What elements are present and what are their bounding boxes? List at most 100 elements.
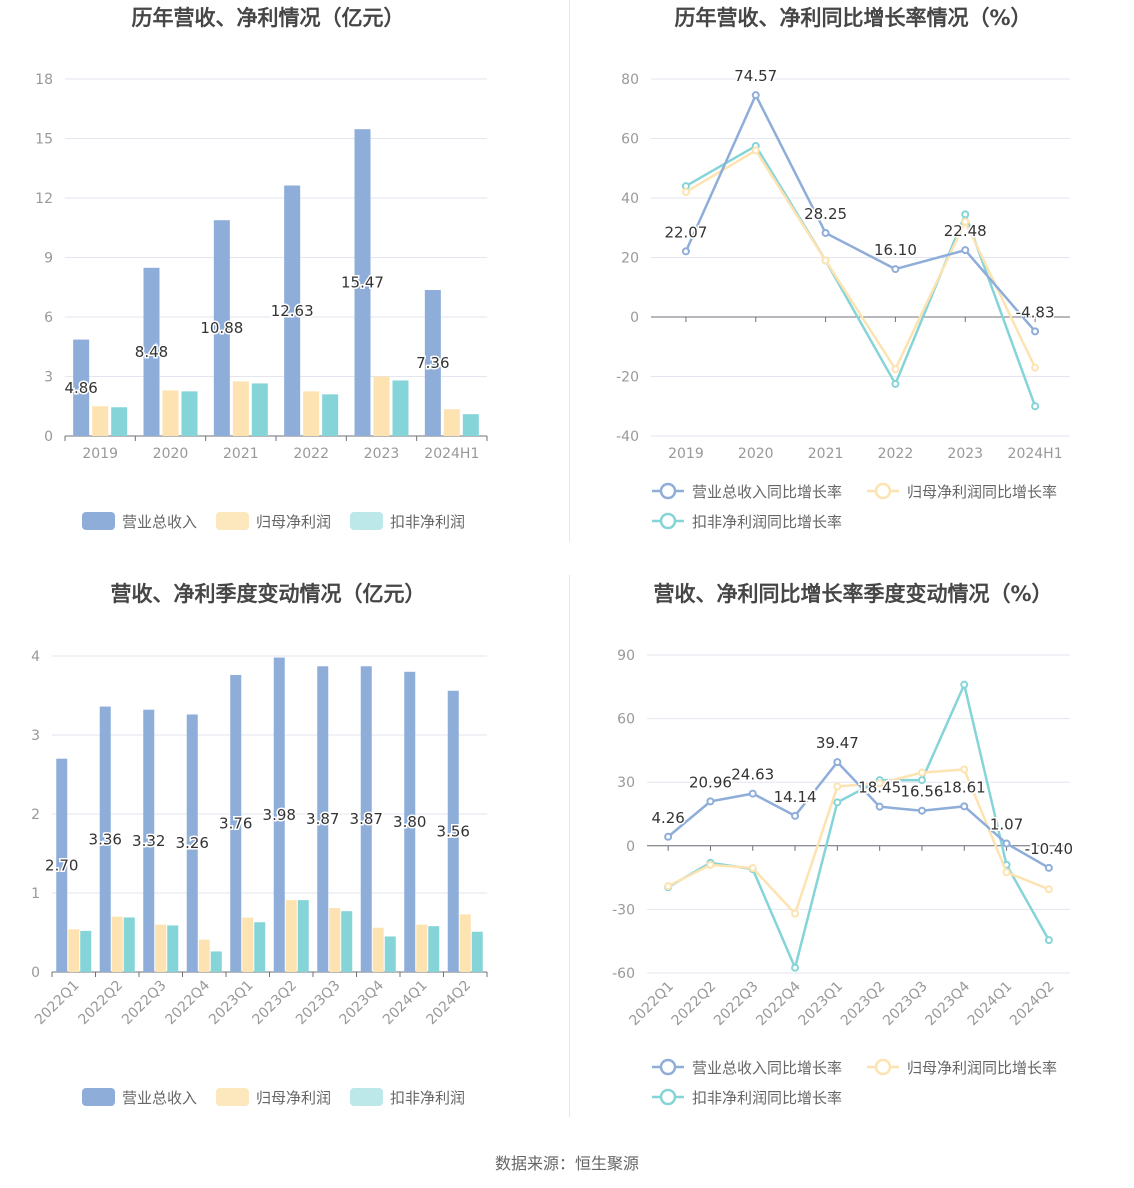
annual-growth-point-deducted-profit — [961, 210, 970, 219]
quarterly-amount-category-label: 2023Q4 — [336, 977, 387, 1028]
quarterly-growth-category-label: 2023Q4 — [922, 978, 973, 1029]
quarterly-amount-data-label: 3.26 — [176, 834, 209, 852]
annual-amount-ytick-label: 12 — [35, 191, 53, 207]
quarterly-amount-legend-label: 营业总收入 — [122, 1089, 197, 1107]
annual-amount-data-label: 7.36 — [416, 354, 449, 372]
annual-amount-ytick-label: 6 — [44, 310, 53, 326]
quarterly-growth-category-label: 2022Q1 — [626, 979, 677, 1030]
annual-amount-legend-label: 营业总收入 — [122, 513, 197, 531]
quarterly-growth-point-deducted-profit — [833, 798, 842, 807]
quarterly-growth-ytick-label: 60 — [617, 712, 635, 728]
annual-amount-category-label: 2020 — [153, 446, 189, 462]
annual-amount-title: 历年营收、净利情况（亿元） — [132, 6, 405, 30]
annual-growth-legend-marker — [659, 512, 677, 530]
annual-growth-point-revenue — [751, 91, 760, 100]
quarterly-growth-point-net-profit — [1044, 885, 1053, 894]
annual-growth-legend-label: 营业总收入同比增长率 — [692, 483, 842, 501]
annual-growth-point-net-profit — [681, 188, 690, 197]
quarterly-amount-bar-net-profit — [372, 927, 384, 972]
quarterly-amount-bar-net-profit — [242, 917, 254, 972]
annual-amount-data-label: 10.88 — [200, 319, 243, 337]
quarterly-amount-legend-label: 归母净利润 — [256, 1089, 331, 1107]
quarterly-amount-bar-deducted-profit — [471, 931, 483, 972]
quarterly-growth-ytick-label: -30 — [612, 902, 635, 918]
annual-amount-category-label: 2022 — [293, 446, 329, 462]
annual-amount-bar-deducted-profit — [181, 391, 198, 436]
quarterly-growth-ytick-label: 90 — [617, 648, 635, 664]
quarterly-growth-legend-label: 营业总收入同比增长率 — [692, 1059, 842, 1077]
quarterly-amount-bar-deducted-profit — [428, 926, 440, 972]
annual-amount-legend-label: 归母净利润 — [256, 513, 331, 531]
annual-amount-ytick-label: 0 — [44, 429, 53, 445]
annual-amount-category-label: 2019 — [82, 446, 118, 462]
annual-growth-legend-marker — [874, 482, 892, 500]
quarterly-amount-bar-revenue — [273, 657, 285, 972]
annual-growth-category-label: 2021 — [808, 446, 844, 462]
quarterly-growth-data-label: 4.26 — [651, 809, 684, 827]
quarterly-growth-point-revenue — [1044, 863, 1053, 872]
quarterly-growth-point-net-profit — [748, 864, 757, 873]
quarterly-amount-bar-deducted-profit — [384, 936, 396, 972]
quarterly-growth-point-deducted-profit — [917, 776, 926, 785]
annual-amount-ytick-label: 3 — [44, 370, 53, 386]
quarterly-amount-bar-net-profit — [198, 939, 210, 972]
annual-growth-data-label: -4.83 — [1016, 303, 1055, 321]
annual-growth-ytick-label: 0 — [630, 310, 639, 326]
quarterly-amount-data-label: 3.98 — [263, 806, 296, 824]
quarterly-growth-data-label: 20.96 — [689, 773, 732, 791]
quarterly-growth-data-label: 14.14 — [774, 788, 817, 806]
annual-growth-point-deducted-profit — [891, 379, 900, 388]
annual-amount-bar-revenue — [284, 185, 301, 436]
panel-divider-bottom — [569, 575, 570, 1117]
quarterly-amount-data-label: 3.32 — [132, 832, 165, 850]
annual-growth-line-net-profit — [685, 148, 1037, 372]
quarterly-amount-legend-swatch — [216, 1088, 249, 1106]
quarterly-amount-legend-label: 扣非净利润 — [390, 1089, 465, 1107]
annual-growth-legend-label: 归母净利润同比增长率 — [907, 483, 1057, 501]
annual-amount-bar-net-profit — [232, 381, 249, 436]
quarterly-growth-category-label: 2024Q2 — [1007, 979, 1058, 1030]
annual-amount-bar-revenue — [73, 339, 90, 436]
annual-amount-bar-net-profit — [373, 376, 390, 436]
quarterly-amount-category-label: 2024Q1 — [380, 978, 431, 1029]
quarterly-growth-point-revenue — [875, 802, 884, 811]
annual-growth-point-net-profit — [891, 365, 900, 374]
quarterly-growth-point-revenue — [706, 797, 715, 806]
quarterly-amount-data-label: 3.87 — [306, 810, 339, 828]
annual-amount-category-label: 2024H1 — [424, 446, 479, 462]
quarterly-growth-chart: 营收、净利同比增长率季度变动情况（%）-60-3003060902022Q120… — [612, 582, 1074, 1107]
quarterly-growth-legend-marker — [874, 1058, 892, 1076]
annual-growth-title: 历年营收、净利同比增长率情况（%） — [674, 6, 1031, 30]
annual-growth-ytick-label: 60 — [621, 132, 639, 148]
annual-amount-legend-swatch — [350, 512, 383, 530]
quarterly-amount-ytick-label: 2 — [31, 807, 40, 823]
quarterly-growth-point-revenue — [1002, 839, 1011, 848]
quarterly-amount-bar-net-profit — [155, 924, 167, 972]
annual-growth-legend-label: 扣非净利润同比增长率 — [692, 513, 842, 531]
annual-growth-point-net-profit — [751, 146, 760, 155]
quarterly-growth-category-label: 2022Q2 — [669, 979, 720, 1030]
annual-growth-category-label: 2020 — [738, 446, 774, 462]
quarterly-amount-chart: 营收、净利季度变动情况（亿元）012342022Q12022Q22022Q320… — [31, 582, 488, 1107]
quarterly-amount-bar-net-profit — [285, 900, 297, 972]
quarterly-amount-bar-revenue — [186, 714, 198, 972]
quarterly-amount-bar-revenue — [447, 690, 459, 972]
quarterly-growth-data-label: 24.63 — [731, 766, 774, 784]
annual-amount-bar-deducted-profit — [111, 407, 128, 436]
annual-growth-category-label: 2022 — [878, 446, 914, 462]
quarterly-growth-point-net-profit — [960, 765, 969, 774]
quarterly-growth-point-net-profit — [791, 909, 800, 918]
annual-amount-bar-net-profit — [303, 391, 320, 436]
quarterly-amount-category-label: 2024Q2 — [423, 978, 474, 1029]
annual-amount-bar-deducted-profit — [392, 380, 409, 436]
annual-growth-point-revenue — [961, 246, 970, 255]
quarterly-growth-point-revenue — [791, 811, 800, 820]
annual-growth-ytick-label: 80 — [621, 72, 639, 88]
quarterly-amount-bar-deducted-profit — [80, 930, 92, 972]
quarterly-growth-ytick-label: -60 — [612, 966, 635, 982]
annual-amount-bar-revenue — [213, 220, 230, 436]
quarterly-amount-bar-net-profit — [111, 916, 123, 972]
annual-amount-bar-deducted-profit — [462, 414, 479, 436]
quarterly-growth-point-net-profit — [917, 768, 926, 777]
annual-amount-legend-label: 扣非净利润 — [390, 513, 465, 531]
